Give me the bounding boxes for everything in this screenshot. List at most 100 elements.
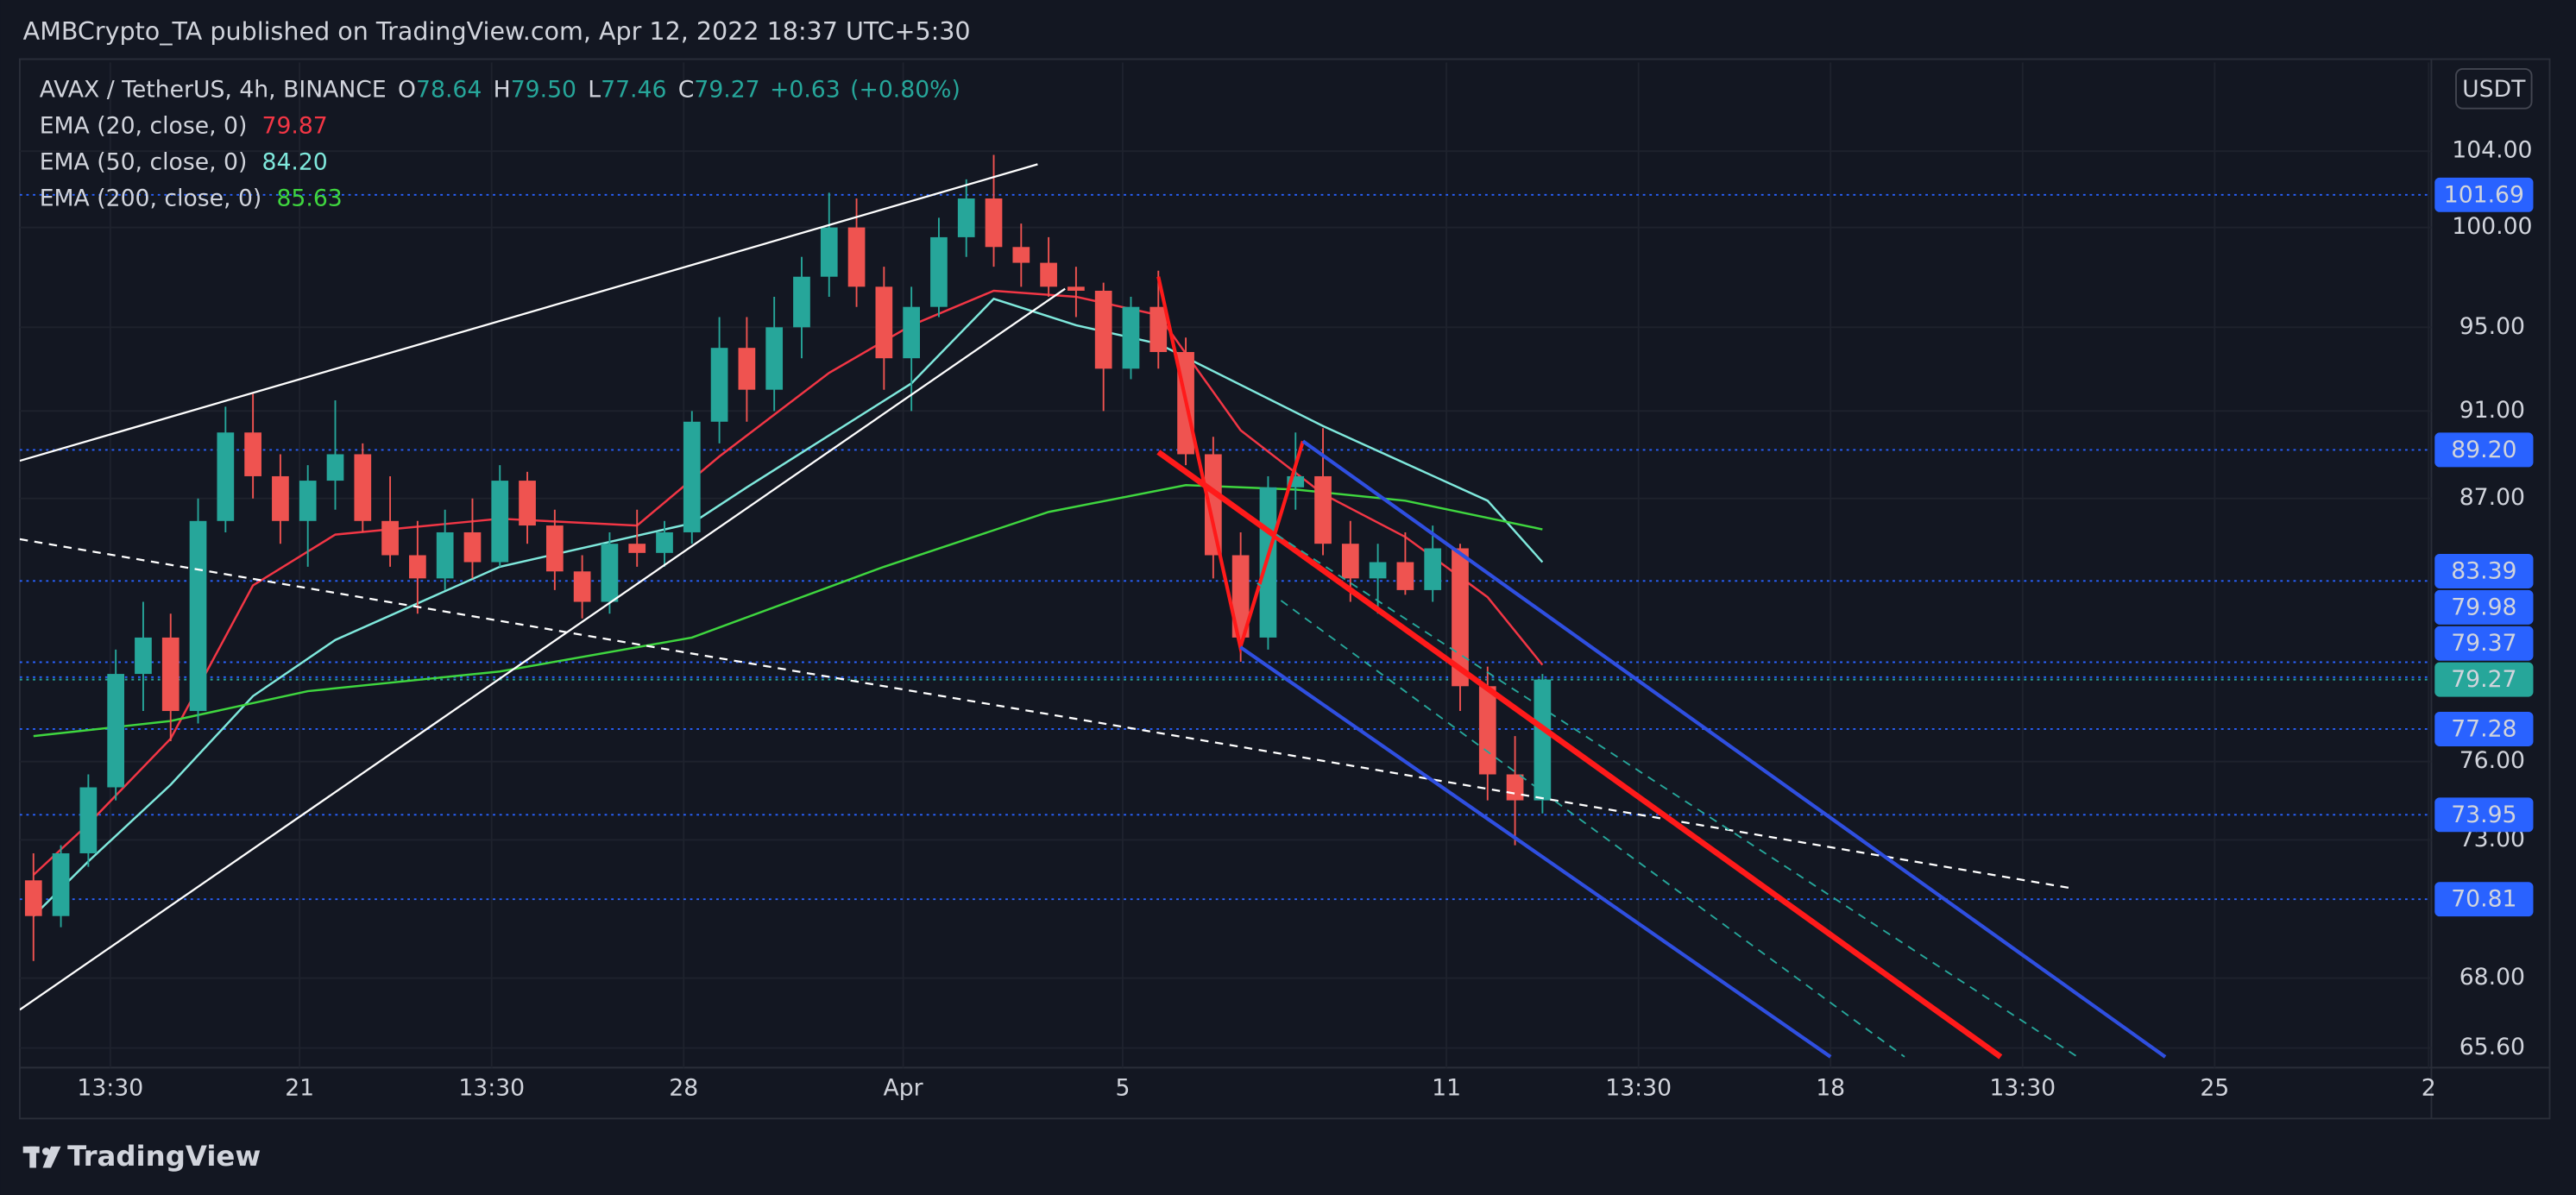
candle-body (1478, 686, 1496, 775)
y-tick-label: 68.00 (2459, 964, 2525, 991)
candle-body (107, 674, 125, 788)
candle-body (24, 880, 42, 916)
candle-body (272, 475, 289, 521)
legend-ema-row: EMA (200, close, 0) 85.63 (40, 185, 343, 211)
legend-ema-value: 84.20 (262, 148, 328, 175)
candle-body (519, 481, 536, 526)
price-badge-label: 79.98 (2451, 594, 2516, 620)
candle-body (1314, 475, 1332, 544)
legend-ohlc-row: AVAX / TetherUS, 4h, BINANCE O78.64 H79.50… (40, 76, 960, 103)
drawings (19, 163, 2167, 1060)
x-tick-label: Apr (884, 1075, 923, 1102)
x-tick-label: 13:30 (1989, 1075, 2056, 1102)
y-tick-label: 95.00 (2459, 313, 2525, 340)
trend-line (1239, 645, 1832, 1059)
candle-body (1068, 286, 1085, 291)
candle-body (903, 306, 920, 359)
y-tick-label: 91.00 (2459, 397, 2525, 424)
trend-line (1156, 450, 2003, 1060)
candle-body (1341, 544, 1359, 579)
ema-line (32, 297, 1544, 917)
candle-body (1259, 487, 1277, 638)
candle-body (79, 787, 98, 853)
candle-body (217, 432, 235, 521)
candle-body (1040, 262, 1057, 287)
trend-line (1257, 582, 1905, 1058)
candle-body (135, 637, 152, 675)
x-tick-label: 18 (1816, 1075, 1845, 1102)
chart-panel (18, 58, 2551, 1120)
ema-line (32, 289, 1544, 876)
candle-body (820, 227, 838, 277)
candle-body (1534, 679, 1552, 801)
trend-line (1275, 533, 2078, 1058)
candle-body (491, 481, 509, 563)
candle-body (1122, 306, 1140, 369)
grid (19, 62, 2432, 1068)
candle-body (161, 637, 180, 712)
x-tick-label: 28 (669, 1075, 698, 1102)
price-badge (2434, 882, 2534, 917)
candle-body (738, 348, 756, 390)
candle-body (381, 520, 399, 556)
ohlc-value: 79.27 (694, 76, 759, 103)
candle-body (1149, 306, 1168, 352)
candle-body (436, 531, 454, 579)
x-tick-label: 13:30 (458, 1075, 525, 1102)
candle-body (847, 227, 866, 287)
candle-body (875, 286, 893, 359)
price-badge (2434, 711, 2534, 746)
brand-name: TradingView (67, 1140, 261, 1173)
candle-body (601, 544, 619, 602)
candle-body (545, 525, 564, 572)
x-tick-label: 2 (2422, 1075, 2436, 1102)
candle-body (793, 276, 810, 328)
currency-label: USDT (2462, 76, 2526, 103)
candle-body (710, 348, 728, 422)
price-badge (2434, 177, 2534, 212)
ohlc-value: 78.64 (416, 76, 482, 103)
price-badge (2434, 553, 2534, 588)
x-tick-label: 5 (1115, 1075, 1130, 1102)
axes: 104.00100.0095.0091.0087.0076.0073.0068.… (77, 137, 2532, 1102)
candle-body (326, 454, 344, 481)
ema-lines (32, 289, 1544, 917)
trend-line (1301, 439, 2167, 1059)
x-tick-label: 13:30 (1605, 1075, 1672, 1102)
candle-body (244, 432, 261, 476)
price-badge (2434, 432, 2534, 468)
legend-ema-value: 85.63 (276, 185, 342, 211)
price-badges: 70.81 73.95 77.28 79.27 79.37 79.98 83.39 89.20… (2434, 177, 2534, 917)
candle-body (189, 520, 207, 712)
x-tick-label: 11 (1432, 1075, 1461, 1102)
legend-ema-name: EMA (20, close, 0) (40, 112, 248, 139)
y-tick-label: 104.00 (2452, 137, 2532, 164)
ohlc-letter: C (678, 76, 695, 103)
x-tick-label: 21 (285, 1075, 314, 1102)
legend-ema-row: EMA (20, close, 0) 79.87 (40, 112, 328, 139)
price-badge-label: 89.20 (2451, 437, 2516, 463)
x-tick-label: 25 (2200, 1075, 2229, 1102)
candle-body (1424, 548, 1442, 590)
price-badge-label: 101.69 (2444, 181, 2524, 208)
y-tick-label: 65.60 (2459, 1034, 2525, 1060)
currency-button[interactable] (2455, 68, 2533, 110)
x-tick-label: 13:30 (77, 1075, 143, 1102)
candle-body (628, 544, 646, 553)
ohlc-value: 77.46 (601, 76, 666, 103)
y-tick-label: 76.00 (2459, 747, 2525, 774)
candle-body (957, 198, 975, 237)
publish-header: AMBCrypto_TA published on TradingView.co… (23, 16, 971, 46)
legend-ema-name: EMA (200, close, 0) (40, 185, 262, 211)
y-tick-label: 87.00 (2459, 484, 2525, 511)
ohlc-letter: H (494, 76, 511, 103)
price-badge (2434, 589, 2534, 625)
candle-body (463, 531, 482, 563)
brand-logo (22, 1146, 61, 1168)
ohlc-letter: L (588, 76, 601, 103)
legend-ema-value: 79.87 (262, 112, 328, 139)
candle-body (52, 852, 70, 916)
change-value: (+0.80%) (850, 76, 960, 103)
